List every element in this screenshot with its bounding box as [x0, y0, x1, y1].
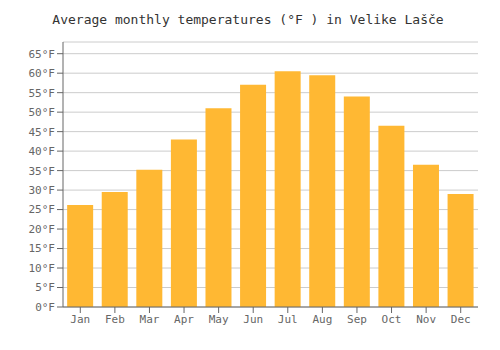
svg-text:Aug: Aug	[312, 313, 332, 326]
svg-text:Apr: Apr	[174, 313, 194, 326]
svg-text:Jun: Jun	[243, 313, 263, 326]
svg-text:65°F: 65°F	[29, 48, 56, 61]
svg-text:25°F: 25°F	[29, 203, 56, 216]
svg-text:60°F: 60°F	[29, 67, 56, 80]
svg-text:Jan: Jan	[70, 313, 90, 326]
svg-text:35°F: 35°F	[29, 165, 56, 178]
svg-text:May: May	[209, 313, 229, 326]
svg-text:50°F: 50°F	[29, 106, 56, 119]
svg-text:Jul: Jul	[278, 313, 298, 326]
svg-text:20°F: 20°F	[29, 223, 56, 236]
svg-text:55°F: 55°F	[29, 87, 56, 100]
svg-text:Sep: Sep	[347, 313, 367, 326]
svg-text:15°F: 15°F	[29, 242, 56, 255]
svg-text:Mar: Mar	[140, 313, 160, 326]
svg-text:40°F: 40°F	[29, 145, 56, 158]
html-text:Average monthly temperatures (: Average monthly temperatures (°F ) in Ve…	[52, 12, 444, 27]
svg-text:5°F: 5°F	[35, 281, 55, 294]
svg-text:Nov: Nov	[416, 313, 436, 326]
svg-text:30°F: 30°F	[29, 184, 56, 197]
svg-text:Oct: Oct	[382, 313, 402, 326]
svg-text:0°F: 0°F	[35, 301, 55, 314]
svg-text:Dec: Dec	[451, 313, 471, 326]
svg-text:45°F: 45°F	[29, 126, 56, 139]
svg-text:10°F: 10°F	[29, 262, 56, 275]
svg-text:Feb: Feb	[105, 313, 125, 326]
